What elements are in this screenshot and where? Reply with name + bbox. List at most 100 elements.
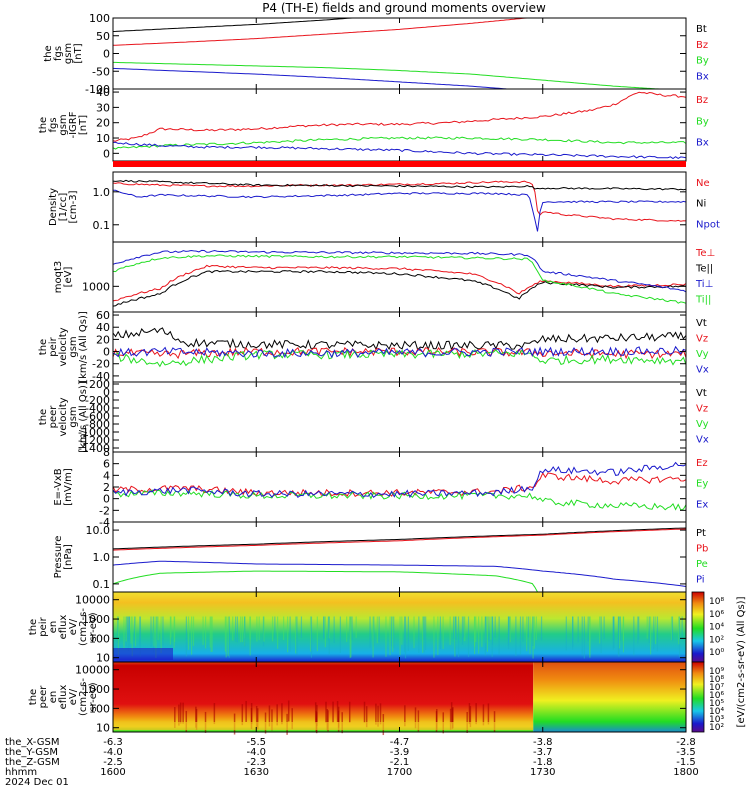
legend-Pi: Pi [696, 575, 705, 586]
heatmap-streak [195, 708, 198, 730]
x-axis-value: -1.5 [676, 757, 696, 768]
heatmap-streak [160, 616, 162, 654]
heatmap-streak [414, 707, 417, 729]
y-axis-label: Density [1/cc] [cm-3] [48, 188, 79, 226]
heatmap-streak [587, 616, 589, 642]
y-axis-label-line: peer [38, 685, 49, 709]
heatmap-streak [532, 616, 534, 646]
legend-Ex: Ex [696, 499, 708, 510]
legend-Ni: Ni [696, 199, 706, 210]
heatmap-streak [327, 710, 329, 732]
y-axis-label-line: [cm-3] [68, 190, 79, 223]
y-axis-label-line: Pressure [53, 536, 64, 579]
heatmap-streak [488, 616, 490, 642]
series-temperature-Te|| [112, 269, 687, 307]
y-tick-label: 40 [96, 321, 110, 334]
series-peir_velocity-Vx [112, 345, 687, 359]
y-tick-label: 1000 [82, 613, 110, 626]
heatmap-streak [390, 616, 393, 647]
heatmap-streak [681, 616, 683, 642]
heatmap-streak [481, 616, 483, 647]
y-tick-label: 0 [103, 493, 110, 506]
heatmap-streak [599, 616, 601, 644]
y-tick-label: 6 [103, 458, 110, 471]
y-tick-label: 0 [103, 48, 110, 61]
heatmap-streak [413, 616, 415, 649]
heatmap-streak [649, 616, 652, 655]
x-axis-row-name: the_Y-GSM [5, 747, 58, 758]
heatmap-streak [475, 616, 477, 642]
heatmap-streak [449, 616, 451, 645]
heatmap-peer_en_eflux [113, 662, 686, 736]
colorbar-tick-label: 10⁵ [709, 699, 724, 709]
heatmap-streak [654, 616, 657, 644]
heatmap-streak [276, 704, 278, 726]
x-axis-row-name: hhmm [5, 767, 37, 778]
y-axis-label-line: eV/ [68, 688, 79, 705]
heatmap-streak [232, 616, 234, 641]
heatmap-streak [245, 700, 247, 722]
heatmap-streak [314, 702, 317, 724]
heatmap-streak [435, 711, 438, 733]
heatmap-streak [600, 616, 602, 654]
x-axis-value: -2.1 [390, 757, 410, 768]
heatmap-streak [515, 616, 517, 657]
heatmap-streak [286, 616, 289, 653]
y-axis-label: the peir en eflux eV/(cm2-s-sr-eV) [28, 608, 99, 646]
plot-title: P4 (TH-E) fields and ground moments over… [262, 1, 546, 15]
heatmap-streak [185, 710, 188, 732]
y-tick-label: 100 [89, 702, 110, 715]
y-tick-label: -1200 [78, 434, 110, 447]
heatmap-streak [533, 616, 535, 649]
x-axis-row-name: the_Z-GSM [5, 757, 60, 768]
legend-Vx: Vx [696, 435, 709, 446]
y-tick-label: -40 [92, 370, 110, 383]
heatmap-streak [469, 706, 472, 728]
heatmap-streak [213, 703, 216, 725]
colorbar-tick-label: 10⁹ [709, 667, 724, 677]
heatmap-low-band [113, 722, 534, 730]
y-axis-label-line: peer [48, 405, 59, 429]
heatmap-streak [454, 616, 457, 655]
heatmap-streak [155, 616, 157, 658]
date-label: 2024 Dec 01 [5, 777, 69, 788]
y-tick-label: -200 [85, 394, 110, 407]
heatmap-streak [337, 706, 340, 728]
y-tick-label: 0 [103, 147, 110, 160]
heatmap-streak [529, 616, 531, 654]
heatmap-streak [637, 616, 639, 644]
y-axis-label-line: (cm2-s- [78, 608, 89, 646]
y-axis-label-line: the [38, 117, 49, 133]
y-axis-label: moqt3 [eV] [53, 261, 74, 294]
heatmap-streak [365, 706, 368, 728]
colorbar-tick-label: 10⁶ [709, 691, 724, 701]
heatmap-streak [131, 616, 133, 657]
heatmap-streak [393, 616, 395, 649]
y-tick-label: 1.0 [93, 186, 111, 199]
y-axis-label: the peer en eflux eV/(cm2-s-sr-eV) [28, 678, 99, 716]
legend-By: By [696, 116, 709, 127]
y-tick-label: 10 [96, 652, 110, 665]
colorbar-tick-label: 10³ [709, 715, 724, 725]
heatmap-streak [418, 616, 420, 653]
series-pressure-Pt [112, 527, 687, 550]
x-axis-value: 1700 [387, 767, 412, 778]
heatmap-streak [130, 616, 132, 644]
x-axis-value: -3.9 [390, 747, 410, 758]
heatmap-streak [236, 616, 239, 643]
y-tick-label: -400 [85, 402, 110, 415]
heatmap-streak [423, 616, 425, 653]
heatmap-streak [404, 705, 406, 727]
y-axis-label-line: moqt3 [53, 261, 64, 294]
heatmap-streak [271, 709, 273, 731]
legend-Vt: Vt [696, 318, 707, 329]
series-efield-Ey [112, 489, 687, 511]
heatmap-streak [209, 616, 211, 648]
y-axis-label-line: [mV/m] [63, 468, 74, 506]
heatmap-streak [128, 616, 131, 648]
panel-frame [112, 17, 687, 90]
y-tick-label: 100 [89, 632, 110, 645]
heatmap-streak [350, 616, 352, 658]
